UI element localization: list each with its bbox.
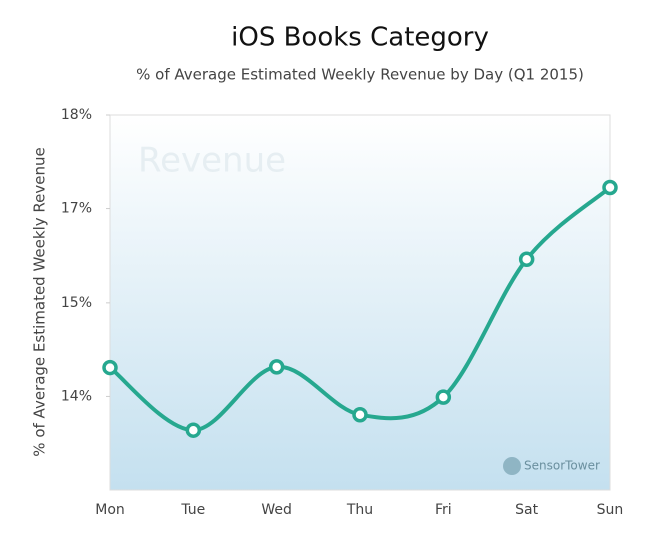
x-tick-label: Mon bbox=[95, 502, 125, 518]
y-tick-label: 15% bbox=[61, 295, 92, 311]
y-tick-label: 17% bbox=[61, 201, 92, 217]
x-tick-label: Tue bbox=[180, 502, 205, 518]
x-tick-label: Fri bbox=[435, 502, 452, 518]
y-tick-label: 14% bbox=[61, 388, 92, 404]
y-tick-label: 18% bbox=[61, 107, 92, 123]
brand: SensorTower bbox=[524, 459, 600, 473]
x-tick-label: Sat bbox=[515, 502, 538, 518]
point bbox=[102, 359, 118, 376]
y-axis-title: % of Average Estimated Weekly Revenue bbox=[31, 147, 49, 456]
chart-title: iOS Books Category bbox=[231, 23, 489, 53]
point bbox=[352, 406, 368, 423]
x-tick-label: Wed bbox=[261, 502, 292, 518]
point bbox=[518, 251, 535, 267]
brand-icon bbox=[503, 457, 521, 475]
watermark: Revenue bbox=[138, 141, 286, 181]
x-tick-label: Thu bbox=[346, 502, 373, 518]
x-tick-label: Sun bbox=[597, 502, 624, 518]
point bbox=[602, 179, 618, 196]
chart-subtitle: % of Average Estimated Weekly Revenue by… bbox=[136, 66, 584, 84]
point bbox=[435, 389, 452, 405]
point bbox=[268, 359, 285, 375]
point bbox=[185, 422, 202, 438]
